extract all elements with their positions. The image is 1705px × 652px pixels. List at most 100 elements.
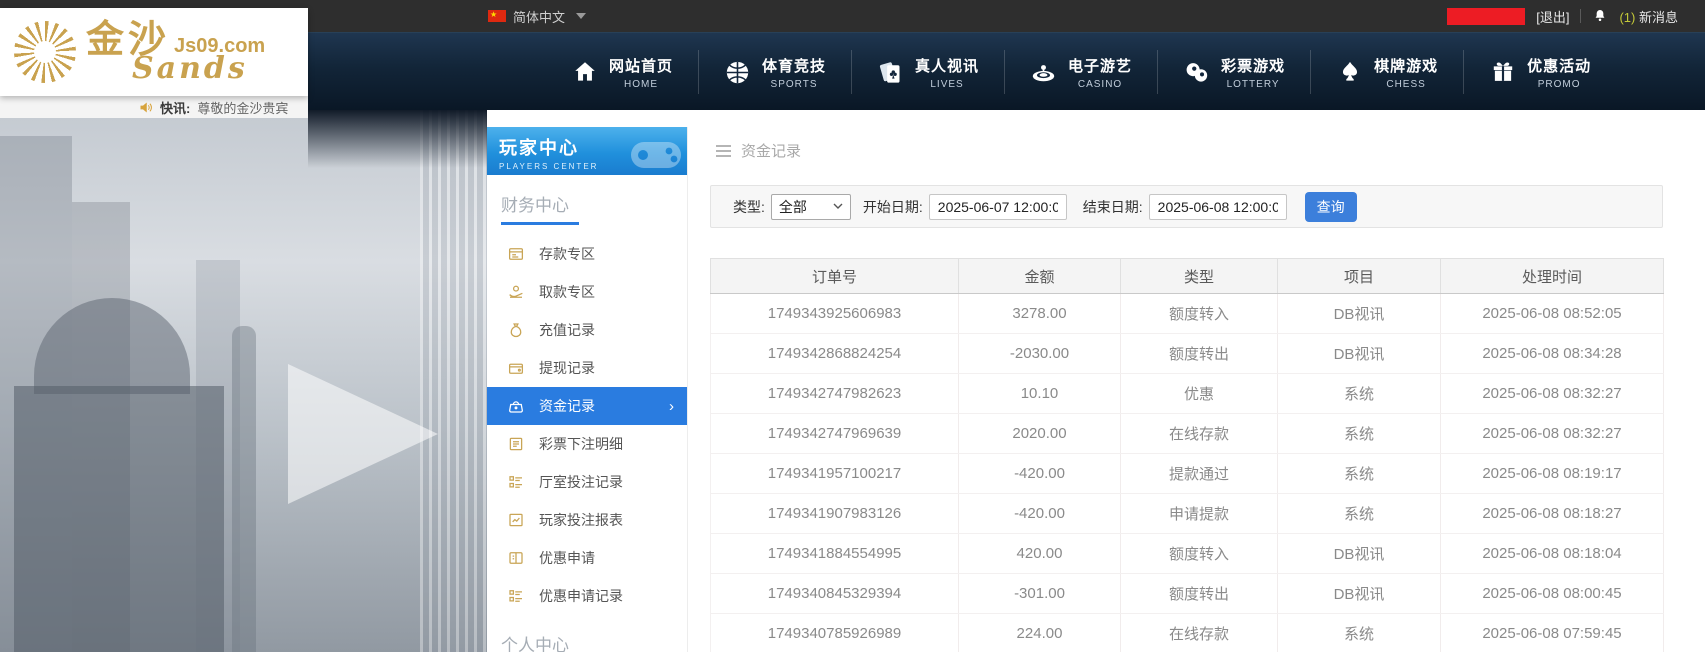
filter-bar: 类型: 全部 开始日期: 结束日期: 查询 bbox=[710, 185, 1663, 228]
table-header-row: 订单号 金额 类型 项目 处理时间 bbox=[710, 258, 1664, 294]
item-cell: DB视讯 bbox=[1277, 333, 1441, 374]
item-cell: 系统 bbox=[1277, 453, 1441, 494]
divider bbox=[1004, 50, 1006, 94]
amount-cell: -301.00 bbox=[958, 573, 1121, 614]
sidebar-item-promo-apply[interactable]: 优惠申请 bbox=[487, 539, 687, 577]
nav-shadow bbox=[308, 110, 487, 168]
section-underline bbox=[501, 222, 579, 225]
table-row: 1749340785926989 224.00 在线存款 系统 2025-06-08 0… bbox=[710, 613, 1664, 652]
search-button[interactable]: 查询 bbox=[1304, 191, 1357, 222]
message-link[interactable]: (1) 新消息 bbox=[1619, 7, 1678, 26]
bell-icon[interactable] bbox=[1592, 8, 1608, 24]
coupon-icon bbox=[507, 549, 525, 567]
nav-item-promo[interactable]: 优惠活动 PROMO bbox=[1464, 33, 1616, 111]
sidebar-item-recharge-records[interactable]: 充值记录 bbox=[487, 311, 687, 349]
nav-label-cn: 真人视讯 bbox=[915, 57, 980, 75]
logout-link[interactable]: [退出] bbox=[1536, 9, 1570, 25]
type-select[interactable]: 全部 bbox=[770, 193, 851, 220]
nav-item-casino[interactable]: 电子游艺 CASINO bbox=[1005, 33, 1157, 111]
funds-records-table: 订单号 金额 类型 项目 处理时间 1749343925606983 3278.0… bbox=[710, 258, 1664, 652]
sidebar-item-funds-records[interactable]: 资金记录 › bbox=[487, 387, 687, 425]
order-no-cell: 1749342747969639 bbox=[710, 413, 959, 454]
order-no-cell: 1749343925606983 bbox=[710, 293, 959, 334]
order-no-cell: 1749341907983126 bbox=[710, 493, 959, 534]
table-row: 1749340845329394 -301.00 额度转出 DB视讯 2025-06-0… bbox=[710, 573, 1664, 614]
sidebar-item-label: 充值记录 bbox=[539, 322, 595, 338]
section-finance-center: 财务中心 bbox=[501, 196, 569, 215]
end-date-label: 结束日期: bbox=[1082, 198, 1143, 215]
end-date-input[interactable] bbox=[1148, 193, 1287, 220]
nav-label-cn: 彩票游戏 bbox=[1221, 57, 1286, 75]
amount-cell: -2030.00 bbox=[958, 333, 1121, 374]
type-cell: 额度转出 bbox=[1120, 573, 1278, 614]
chevron-down-icon bbox=[576, 13, 587, 19]
type-cell: 额度转入 bbox=[1120, 533, 1278, 574]
amount-cell: 420.00 bbox=[958, 533, 1121, 574]
nav-item-chess[interactable]: 棋牌游戏 CHESS bbox=[1311, 33, 1463, 111]
hamburger-icon bbox=[716, 144, 731, 157]
col-time: 处理时间 bbox=[1440, 258, 1664, 294]
sidebar-item-promo-apply-records[interactable]: 优惠申请记录 bbox=[487, 577, 687, 615]
nav-item-lives[interactable]: 真人视讯 LIVES bbox=[852, 33, 1004, 111]
table-row: 1749342868824254 -2030.00 额度转出 DB视讯 2025-06-… bbox=[710, 333, 1664, 374]
language-label: 简体中文 bbox=[513, 9, 566, 25]
sidebar-item-withdraw-zone[interactable]: 取款专区 bbox=[487, 273, 687, 311]
start-date-input[interactable] bbox=[928, 193, 1067, 220]
brand-name-cn: 金沙 bbox=[86, 16, 171, 61]
time-cell: 2025-06-08 07:59:45 bbox=[1440, 613, 1664, 652]
page-title: 资金记录 bbox=[741, 143, 802, 160]
gamepad-icon bbox=[627, 134, 685, 175]
brand-domain: Js09.com bbox=[174, 35, 266, 57]
hand-coin-icon bbox=[507, 283, 525, 301]
type-cell: 提款通过 bbox=[1120, 453, 1278, 494]
amount-cell: 224.00 bbox=[958, 613, 1121, 652]
sidebar-item-lottery-bet-details[interactable]: 彩票下注明细 bbox=[487, 425, 687, 463]
sidebar-item-withdrawal-records[interactable]: 提现记录 bbox=[487, 349, 687, 387]
china-flag-icon: ★ bbox=[488, 10, 506, 22]
divider bbox=[851, 50, 853, 94]
table-row: 1749341907983126 -420.00 申请提款 系统 2025-06-08 … bbox=[710, 493, 1664, 534]
type-cell: 申请提款 bbox=[1120, 493, 1278, 534]
time-cell: 2025-06-08 08:00:45 bbox=[1440, 573, 1664, 614]
message-count: (1) bbox=[1619, 9, 1636, 25]
ticker-text: 尊敬的金沙贵宾 bbox=[197, 100, 289, 116]
brand-name-en: Sands bbox=[132, 51, 248, 86]
basketball-icon bbox=[724, 59, 751, 86]
divider bbox=[698, 50, 700, 94]
players-center-header: 玩家中心 PLAYERS CENTER bbox=[487, 127, 687, 175]
main-content: 资金记录 类型: 全部 开始日期: 结束日期: 查询 订单号 金额 类型 项目 bbox=[688, 110, 1705, 652]
sidebar-item-deposit-zone[interactable]: 存款专区 bbox=[487, 235, 687, 273]
nav-label-en: SPORTS bbox=[770, 78, 818, 90]
sidebar-item-hall-bet-records[interactable]: 厅室投注记录 bbox=[487, 463, 687, 501]
type-cell: 在线存款 bbox=[1120, 613, 1278, 652]
report-chart-icon bbox=[507, 511, 525, 529]
time-cell: 2025-06-08 08:34:28 bbox=[1440, 333, 1664, 374]
divider bbox=[1310, 50, 1312, 94]
logo[interactable]: 金沙 Js09.com Sands bbox=[0, 8, 308, 96]
time-cell: 2025-06-08 08:32:27 bbox=[1440, 373, 1664, 414]
ticker-label: 快讯: bbox=[160, 100, 191, 116]
username-redacted-block[interactable] bbox=[1447, 7, 1526, 25]
amount-cell: 3278.00 bbox=[958, 293, 1121, 334]
nav-label-en: LOTTERY bbox=[1226, 78, 1280, 90]
roulette-icon bbox=[1030, 59, 1057, 86]
nav-item-sports[interactable]: 体育竞技 SPORTS bbox=[699, 33, 851, 111]
language-selector[interactable]: ★ 简体中文 bbox=[488, 0, 587, 32]
nav-item-home[interactable]: 网站首页 HOME bbox=[546, 33, 698, 111]
players-center-title: 玩家中心 bbox=[499, 138, 579, 158]
cards-icon bbox=[877, 59, 904, 86]
sidebar: 玩家中心 PLAYERS CENTER 财务中心 存款专区 取款专区 充值记录 bbox=[487, 127, 688, 652]
order-no-cell: 1749340845329394 bbox=[710, 573, 959, 614]
nav-label-en: CHESS bbox=[1386, 78, 1426, 90]
time-cell: 2025-06-08 08:52:05 bbox=[1440, 293, 1664, 334]
sidebar-item-player-bet-report[interactable]: 玩家投注报表 bbox=[487, 501, 687, 539]
nav-item-lottery[interactable]: 彩票游戏 LOTTERY bbox=[1158, 33, 1310, 111]
chevron-right-icon: › bbox=[669, 397, 674, 415]
col-item: 项目 bbox=[1277, 258, 1441, 294]
sidebar-item-label: 取款专区 bbox=[539, 284, 595, 300]
amount-cell: -420.00 bbox=[958, 493, 1121, 534]
players-center-subtitle: PLAYERS CENTER bbox=[499, 162, 599, 171]
item-cell: DB视讯 bbox=[1277, 293, 1441, 334]
home-icon bbox=[571, 59, 598, 86]
